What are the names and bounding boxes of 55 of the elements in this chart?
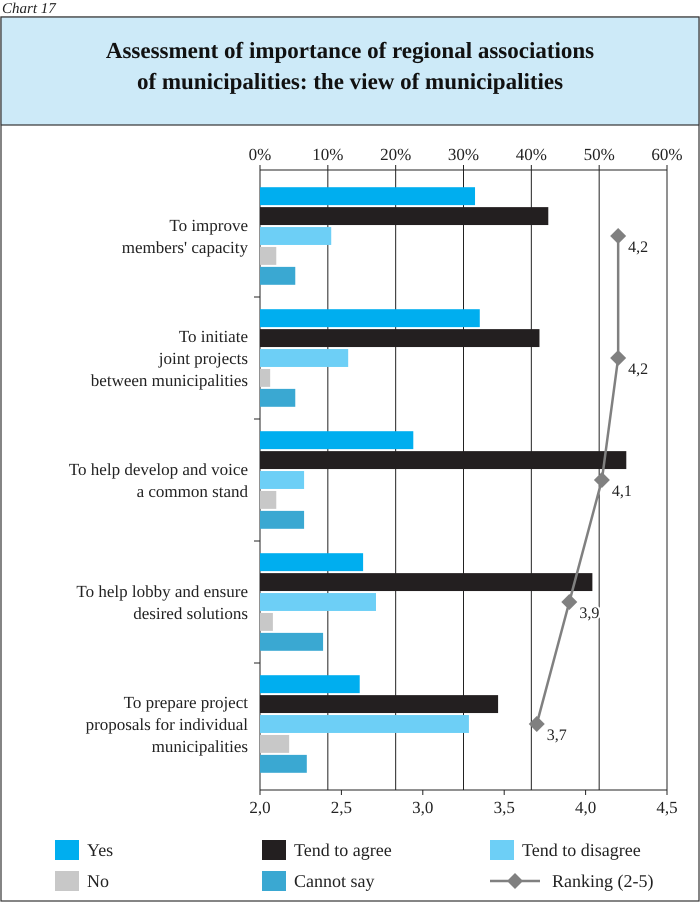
bar (260, 593, 376, 611)
x2-tick-label: 3,0 (412, 798, 434, 817)
legend-label: Cannot say (294, 871, 374, 891)
x-tick-label: 50% (584, 145, 615, 164)
bar (260, 187, 476, 206)
x-tick-label: 60% (651, 145, 683, 164)
bar (260, 510, 304, 529)
x-tick-label: 30% (448, 145, 480, 164)
x2-tick-label: 4,0 (574, 798, 596, 817)
bar (260, 388, 296, 407)
point (528, 716, 545, 732)
bar (260, 612, 273, 631)
y-tick-label: To help lobby and ensure desired solutions (76, 582, 248, 623)
x-tick-label: 10% (312, 145, 344, 164)
y-tick-label: To improve members' capacity (122, 216, 248, 257)
data-label: 4,2 (628, 239, 648, 256)
x2-tick-label: 4,5 (656, 798, 678, 817)
data-label: 3,7 (546, 727, 567, 744)
legend-label: Tend to disagree (522, 840, 641, 860)
bar (260, 368, 270, 387)
legend-label: Tend to agree (294, 840, 392, 860)
x-tick-label: 40% (516, 145, 547, 164)
bar (260, 227, 332, 245)
x2-tick-label: 3,5 (494, 798, 515, 817)
x-tick-label: 20% (380, 145, 412, 164)
point (610, 350, 626, 366)
bar (260, 715, 469, 733)
bar (260, 431, 414, 450)
y-tick-label: To prepare project proposals for individual municipalities (86, 693, 248, 756)
chart-title: Assessment of importance of regional associations of municipalities: the view of municipalities (106, 38, 594, 94)
x2-tick-label: 2,0 (249, 798, 271, 817)
bar (260, 349, 348, 367)
point (610, 228, 626, 244)
bar (260, 309, 480, 328)
legend-label: Ranking (2-5) (552, 871, 654, 891)
caption: Chart 17 (2, 1, 58, 17)
bar (260, 553, 364, 572)
bar (260, 471, 304, 489)
data-label: 4,2 (628, 361, 648, 378)
bar (260, 246, 276, 265)
x2-tick-label: 2,5 (330, 798, 352, 817)
x-tick-label: 0% (248, 145, 272, 164)
point (561, 594, 578, 610)
legend-label: No (87, 871, 109, 891)
bar (260, 632, 324, 651)
y-tick-label: To initiate joint projects between municipalities (90, 327, 248, 390)
point (594, 472, 610, 488)
bar (260, 734, 290, 753)
y-tick-label: To help develop and voice a common stand (68, 460, 248, 501)
legend-label: Yes (87, 840, 114, 860)
bar (260, 490, 276, 509)
bar (260, 266, 296, 285)
bar (260, 754, 307, 773)
bar (260, 675, 360, 694)
data-label: 4,1 (612, 483, 632, 500)
